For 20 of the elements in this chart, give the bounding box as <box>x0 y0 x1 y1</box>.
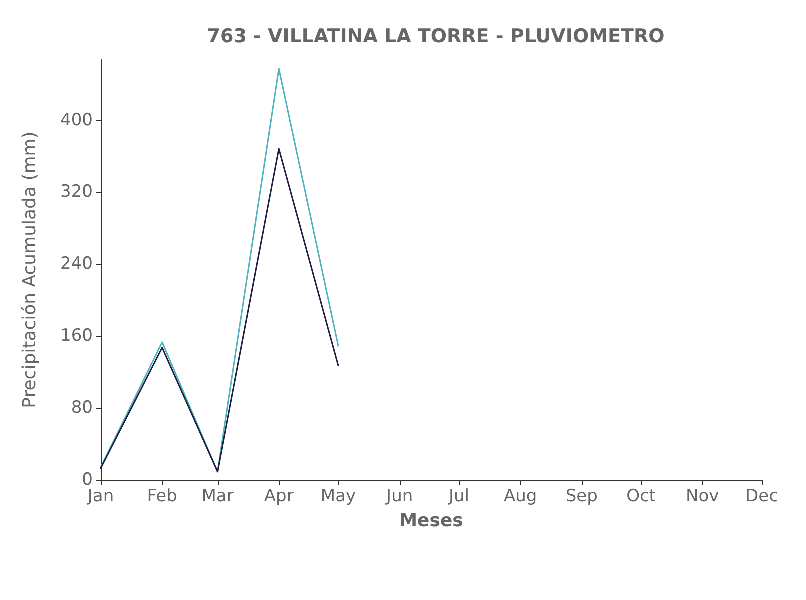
y-tick-label: 240 <box>60 254 93 274</box>
y-axis-title: Precipitación Acumulada (mm) <box>20 132 40 408</box>
y-tick-label: 320 <box>60 182 93 202</box>
x-tick-label: Dec <box>746 486 778 506</box>
x-tick-label: Oct <box>626 486 656 506</box>
x-axis-title: Meses <box>400 510 464 532</box>
x-tick-label: Sep <box>566 486 598 506</box>
y-tick-label: 80 <box>71 398 93 418</box>
x-tick-label: Jul <box>448 486 470 506</box>
x-tick-label: Feb <box>147 486 178 506</box>
x-tick-label: Aug <box>504 486 538 506</box>
y-tick-label: 400 <box>60 110 93 130</box>
chart-title: 763 - VILLATINA LA TORRE - PLUVIOMETRO <box>207 26 665 48</box>
x-tick-label: Nov <box>686 486 720 506</box>
line-series <box>100 148 340 473</box>
x-tick-label: Mar <box>202 486 234 506</box>
x-tick-label: Apr <box>264 486 294 506</box>
x-tick-label: Jun <box>386 486 414 506</box>
y-tick-label: 160 <box>60 326 93 346</box>
x-tick-label: May <box>320 486 356 506</box>
